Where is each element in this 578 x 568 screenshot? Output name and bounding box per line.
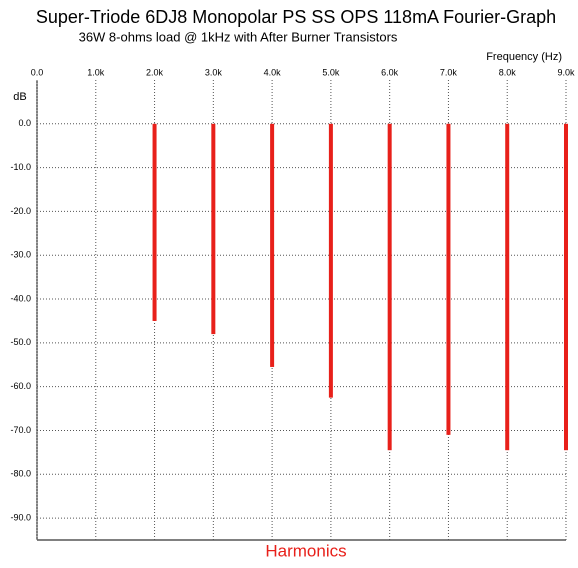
bar bbox=[211, 123, 216, 335]
x-tick-label: 3.0k bbox=[205, 67, 223, 77]
x-tick-label: 8.0k bbox=[499, 67, 517, 77]
bar bbox=[387, 123, 392, 451]
y-tick-label: -90.0 bbox=[10, 512, 31, 522]
chart-subtitle: 36W 8-ohms load @ 1kHz with After Burner… bbox=[79, 29, 398, 44]
x-tick-label: 7.0k bbox=[440, 67, 458, 77]
x-tick-label: 9.0k bbox=[557, 67, 575, 77]
y-tick-label: -20.0 bbox=[10, 206, 31, 216]
bar bbox=[446, 123, 451, 435]
y-axis-label: dB bbox=[13, 91, 26, 103]
x-tick-label: 6.0k bbox=[381, 67, 399, 77]
bar bbox=[152, 123, 157, 321]
y-tick-label: -40.0 bbox=[10, 293, 31, 303]
y-tick-label: 0.0 bbox=[18, 118, 31, 128]
x-tick-label: 4.0k bbox=[264, 67, 282, 77]
x-tick-label: 1.0k bbox=[87, 67, 105, 77]
y-tick-label: -70.0 bbox=[10, 425, 31, 435]
x-tick-label: 0.0 bbox=[31, 67, 44, 77]
bottom-label: Harmonics bbox=[265, 541, 346, 560]
bar bbox=[270, 123, 275, 367]
y-tick-label: -60.0 bbox=[10, 381, 31, 391]
bar bbox=[505, 123, 510, 451]
y-tick-label: -30.0 bbox=[10, 250, 31, 260]
y-tick-label: -80.0 bbox=[10, 469, 31, 479]
x-tick-label: 2.0k bbox=[146, 67, 164, 77]
y-tick-label: -50.0 bbox=[10, 337, 31, 347]
chart-title: Super-Triode 6DJ8 Monopolar PS SS OPS 11… bbox=[36, 7, 556, 27]
x-tick-label: 5.0k bbox=[322, 67, 340, 77]
y-tick-label: -10.0 bbox=[10, 162, 31, 172]
x-axis-label: Frequency (Hz) bbox=[486, 51, 562, 63]
bar bbox=[564, 123, 568, 451]
bar bbox=[328, 123, 333, 398]
